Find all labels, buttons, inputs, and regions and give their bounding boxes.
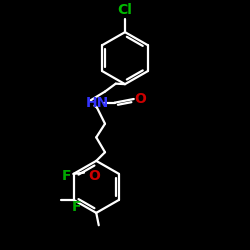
Text: F: F bbox=[72, 200, 81, 214]
Text: Cl: Cl bbox=[118, 3, 132, 17]
Text: O: O bbox=[88, 169, 101, 183]
Text: F: F bbox=[62, 169, 71, 183]
Text: HN: HN bbox=[86, 96, 108, 110]
Text: O: O bbox=[134, 92, 146, 106]
